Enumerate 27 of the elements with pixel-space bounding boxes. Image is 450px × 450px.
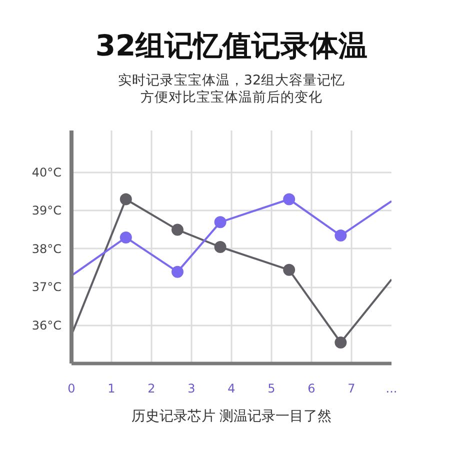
x-tick-label: ...	[386, 382, 398, 396]
point	[214, 216, 226, 228]
chart-subtitle: 实时记录宝宝体温，32组大容量记忆方便对比宝宝体温前后的变化	[118, 72, 346, 106]
y-tick-label: 39°C	[32, 204, 62, 218]
point	[214, 241, 226, 253]
chart-title: 32组记忆值记录体温	[95, 28, 368, 62]
point	[172, 266, 184, 278]
y-tick-label: 38°C	[32, 242, 62, 256]
point	[283, 193, 296, 206]
x-tick-label: 4	[228, 382, 236, 396]
x-tick-label: 5	[268, 382, 276, 396]
x-tick-label: 3	[188, 382, 196, 396]
point	[283, 264, 296, 276]
x-tick-label: 0	[68, 382, 76, 396]
y-tick-label: 37°C	[32, 280, 62, 294]
y-tick-label: 40°C	[32, 166, 62, 180]
x-tick-label: 6	[308, 382, 316, 396]
y-tick-label: 36°C	[32, 318, 62, 332]
point	[172, 224, 184, 236]
x-tick-label: 1	[108, 382, 116, 396]
x-tick-label: 2	[148, 382, 156, 396]
point	[334, 230, 347, 242]
point	[120, 231, 132, 244]
point	[334, 336, 347, 348]
x-axis-title: 历史记录芯片 测温记录一目了然	[131, 408, 332, 424]
x-tick-label: 7	[348, 382, 356, 396]
point	[120, 193, 132, 206]
